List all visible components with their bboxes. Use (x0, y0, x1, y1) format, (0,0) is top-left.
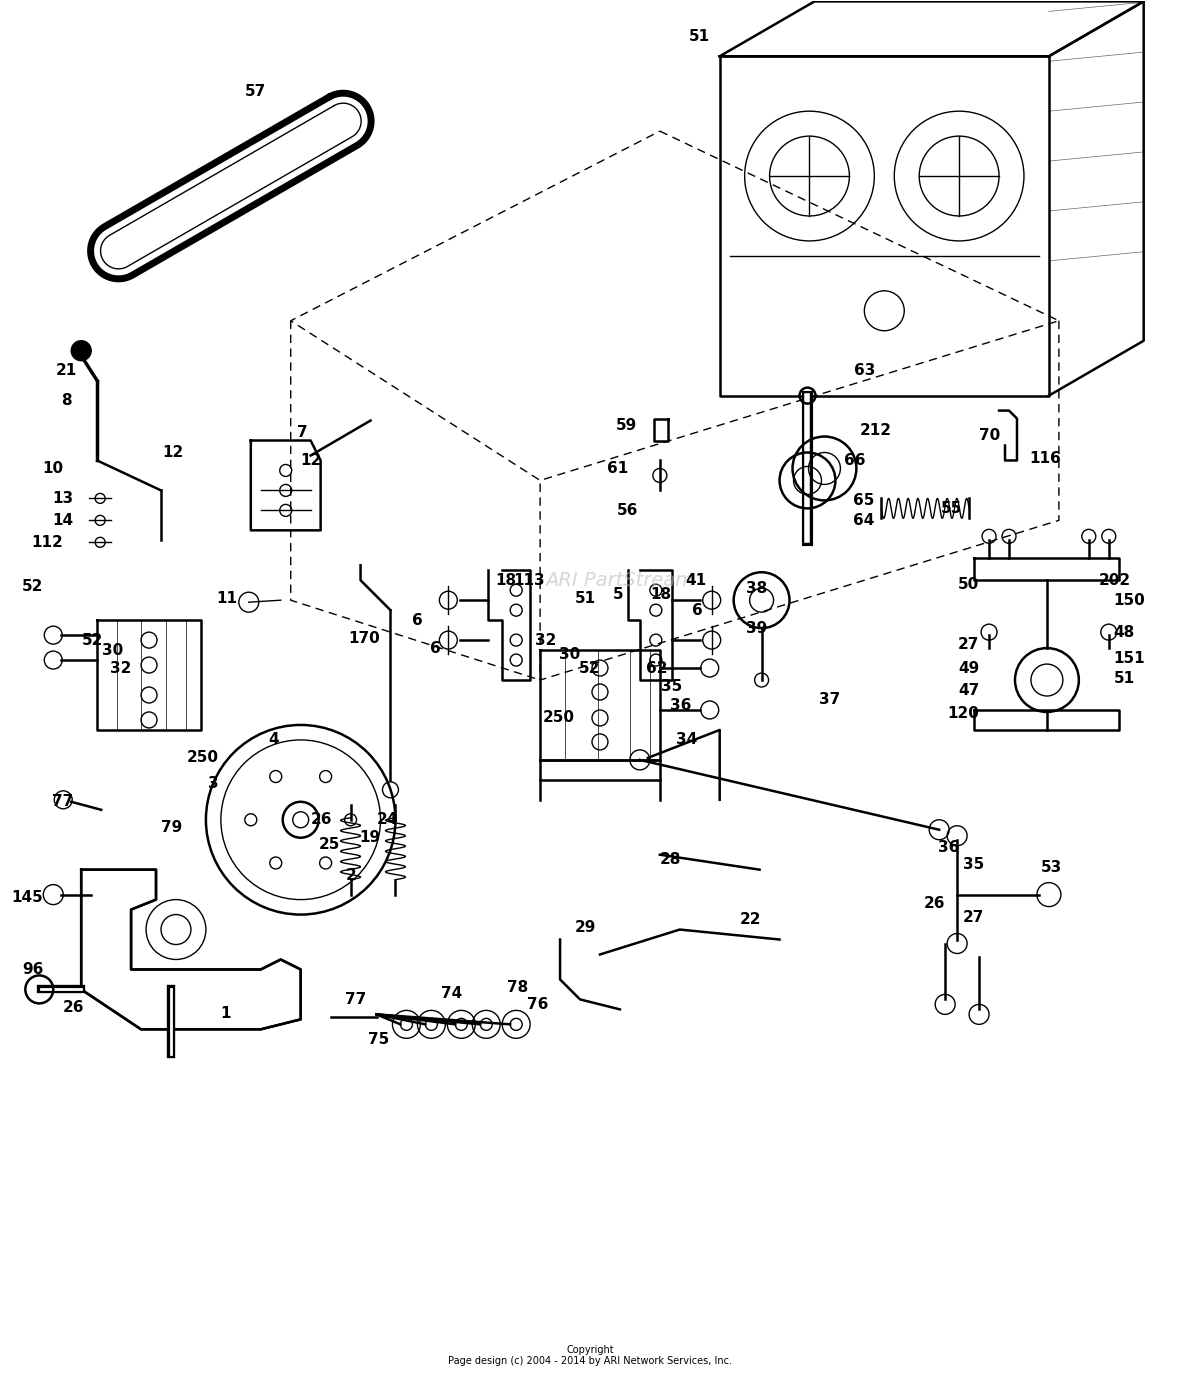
Text: 75: 75 (368, 1032, 389, 1046)
Text: 12: 12 (300, 453, 321, 468)
Text: 52: 52 (578, 661, 599, 676)
Text: 14: 14 (52, 513, 73, 528)
Text: 70: 70 (979, 427, 1001, 443)
Text: 145: 145 (12, 890, 44, 905)
Text: 37: 37 (819, 693, 840, 707)
Text: 77: 77 (52, 795, 73, 809)
Text: 25: 25 (320, 837, 341, 852)
Text: 8: 8 (61, 393, 72, 408)
Text: 35: 35 (661, 679, 682, 693)
Circle shape (71, 341, 91, 360)
Text: 55: 55 (942, 502, 963, 515)
Text: 49: 49 (958, 661, 979, 676)
Text: 5: 5 (614, 587, 624, 602)
Text: 74: 74 (441, 986, 463, 1000)
Text: 3: 3 (208, 777, 218, 791)
Text: 150: 150 (1114, 592, 1146, 608)
Text: 1: 1 (221, 1006, 231, 1021)
Text: 53: 53 (1041, 861, 1062, 875)
Text: 22: 22 (740, 912, 761, 928)
Text: 41: 41 (686, 573, 707, 588)
Text: 35: 35 (963, 858, 984, 872)
Text: 2: 2 (346, 868, 356, 883)
Text: 79: 79 (160, 820, 182, 835)
Text: 6: 6 (431, 641, 441, 655)
Text: 76: 76 (526, 997, 548, 1011)
Text: 39: 39 (746, 620, 767, 636)
Text: 18: 18 (650, 587, 671, 602)
Text: 36: 36 (938, 840, 959, 855)
Text: 34: 34 (676, 732, 697, 747)
Text: 51: 51 (575, 591, 596, 606)
Text: 24: 24 (378, 812, 399, 827)
Text: 29: 29 (575, 921, 596, 935)
Text: 26: 26 (312, 812, 333, 827)
Text: 12: 12 (163, 446, 184, 460)
Text: 11: 11 (216, 591, 237, 606)
Text: 50: 50 (958, 577, 979, 592)
Text: 18: 18 (496, 573, 516, 588)
Text: 38: 38 (746, 581, 767, 595)
Text: 250: 250 (186, 750, 218, 766)
Text: 47: 47 (958, 683, 979, 697)
Text: 61: 61 (607, 461, 628, 476)
Text: 151: 151 (1114, 651, 1146, 665)
Text: 27: 27 (958, 637, 979, 651)
Text: 32: 32 (535, 633, 556, 648)
Text: 4: 4 (268, 732, 278, 747)
Text: 19: 19 (360, 830, 380, 845)
Text: Copyright
Page design (c) 2004 - 2014 by ARI Network Services, Inc.: Copyright Page design (c) 2004 - 2014 by… (448, 1345, 732, 1366)
Text: 21: 21 (55, 363, 77, 379)
Text: 32: 32 (110, 661, 131, 676)
Text: 116: 116 (1029, 451, 1061, 467)
Text: 66: 66 (845, 453, 866, 468)
Text: 13: 13 (52, 490, 73, 506)
Text: 10: 10 (42, 461, 64, 476)
Text: 27: 27 (963, 909, 984, 925)
Text: 48: 48 (1114, 624, 1135, 640)
Text: 250: 250 (543, 711, 575, 725)
Text: 62: 62 (647, 661, 668, 676)
Text: 26: 26 (63, 1000, 84, 1014)
Text: 30: 30 (559, 647, 581, 662)
Polygon shape (81, 870, 301, 1030)
Text: 28: 28 (660, 852, 681, 868)
Text: 57: 57 (245, 84, 267, 99)
Text: 6: 6 (691, 602, 702, 617)
Text: 51: 51 (1114, 671, 1135, 686)
Text: ARI PartStream: ARI PartStream (545, 571, 695, 590)
Text: 7: 7 (297, 425, 308, 440)
Text: 56: 56 (616, 503, 638, 518)
Text: 52: 52 (22, 578, 44, 594)
Text: 212: 212 (859, 423, 891, 439)
Text: 170: 170 (349, 630, 380, 645)
Text: 59: 59 (616, 418, 637, 433)
Text: 78: 78 (507, 979, 529, 995)
Text: 64: 64 (853, 513, 874, 528)
Text: 120: 120 (948, 707, 979, 721)
Text: 113: 113 (513, 573, 545, 588)
Text: 36: 36 (670, 698, 691, 714)
Text: 52: 52 (81, 633, 103, 648)
Text: 6: 6 (413, 613, 424, 627)
Text: 112: 112 (32, 535, 64, 550)
Text: 63: 63 (854, 363, 876, 379)
Text: 77: 77 (346, 992, 367, 1007)
Text: 202: 202 (1099, 573, 1130, 588)
Text: 96: 96 (22, 963, 44, 977)
Text: 65: 65 (853, 493, 874, 509)
Text: 51: 51 (689, 29, 710, 43)
Text: 30: 30 (101, 643, 123, 658)
Text: 26: 26 (924, 895, 945, 911)
